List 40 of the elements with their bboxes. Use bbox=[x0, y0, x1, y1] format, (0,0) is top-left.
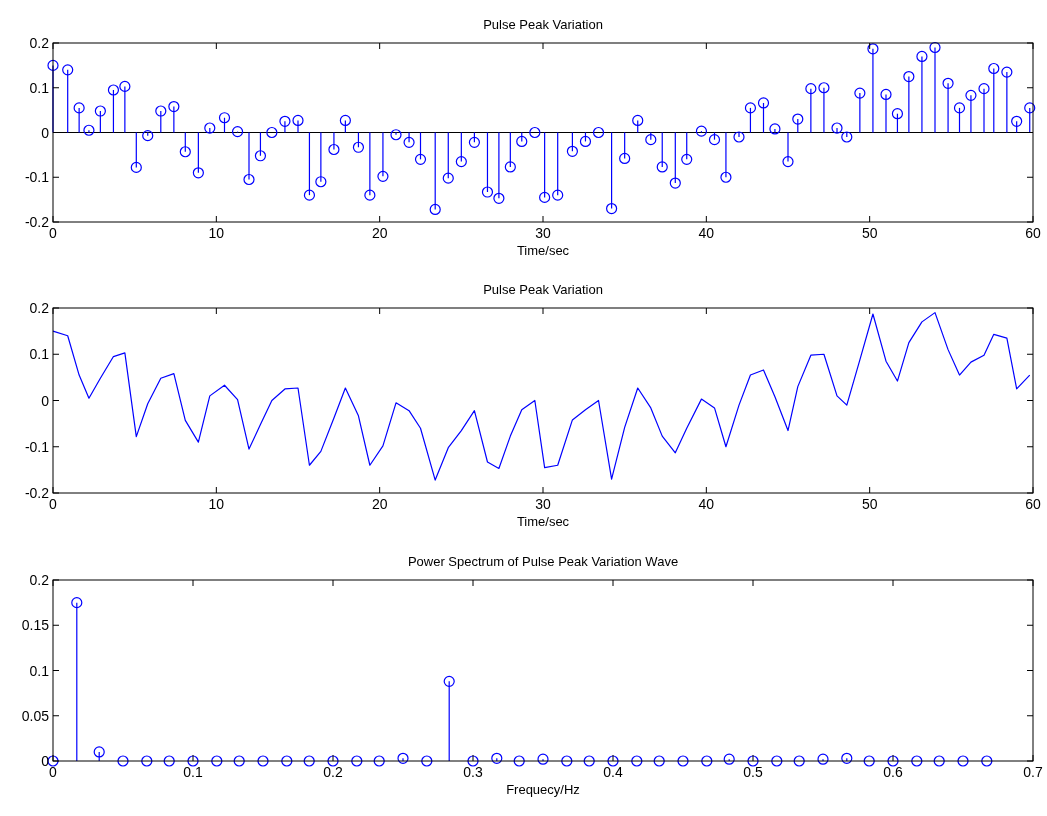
x-tick-label: 40 bbox=[698, 225, 715, 241]
x-tick-label: 20 bbox=[371, 225, 388, 241]
x-tick-label: 50 bbox=[861, 225, 878, 241]
x-tick-label: 0.3 bbox=[463, 764, 483, 780]
x-tick-label: 10 bbox=[208, 496, 225, 512]
x-tick-label: 0.5 bbox=[743, 764, 763, 780]
x-tick-label: 0.2 bbox=[323, 764, 343, 780]
x-tick-label: 0.1 bbox=[183, 764, 203, 780]
x-tick-label: 30 bbox=[535, 496, 551, 512]
y-tick-label: 0 bbox=[41, 124, 50, 141]
y-tick-label: 0.1 bbox=[29, 79, 50, 96]
chart-title: Pulse Peak Variation bbox=[483, 282, 603, 297]
x-tick-label: 50 bbox=[861, 496, 878, 512]
x-tick-label: 60 bbox=[1025, 225, 1041, 241]
chart-title: Power Spectrum of Pulse Peak Variation Wave bbox=[407, 554, 679, 569]
x-tick-label: 40 bbox=[698, 496, 715, 512]
x-tick-label: 0.7 bbox=[1023, 764, 1043, 780]
y-tick-label: 0 bbox=[41, 753, 50, 769]
y-tick-label: -0.1 bbox=[24, 169, 50, 186]
x-tick-label: 20 bbox=[371, 496, 388, 512]
y-tick-label: 0.05 bbox=[21, 707, 50, 724]
y-tick-label: 0.2 bbox=[29, 300, 50, 316]
y-tick-label: -0.2 bbox=[24, 485, 50, 501]
y-tick-label: 0.1 bbox=[29, 346, 50, 363]
y-tick-label: 0 bbox=[41, 392, 50, 409]
x-tick-label: 0.6 bbox=[883, 764, 903, 780]
y-tick-label: -0.1 bbox=[24, 438, 50, 455]
y-tick-label: 0.2 bbox=[29, 572, 50, 588]
x-tick-label: 0.4 bbox=[603, 764, 623, 780]
y-tick-label: -0.2 bbox=[24, 214, 50, 230]
y-tick-label: 0.1 bbox=[29, 662, 50, 679]
y-tick-label: 0.2 bbox=[29, 35, 50, 51]
x-axis-title: Time/sec bbox=[516, 243, 570, 258]
chart-title: Pulse Peak Variation bbox=[483, 17, 603, 32]
x-axis-title: Time/sec bbox=[516, 514, 570, 529]
x-axis-title: Frequecy/Hz bbox=[506, 782, 580, 797]
y-tick-label: 0.15 bbox=[21, 617, 50, 634]
x-tick-label: 10 bbox=[208, 225, 225, 241]
x-tick-label: 60 bbox=[1025, 496, 1041, 512]
x-tick-label: 30 bbox=[535, 225, 551, 241]
